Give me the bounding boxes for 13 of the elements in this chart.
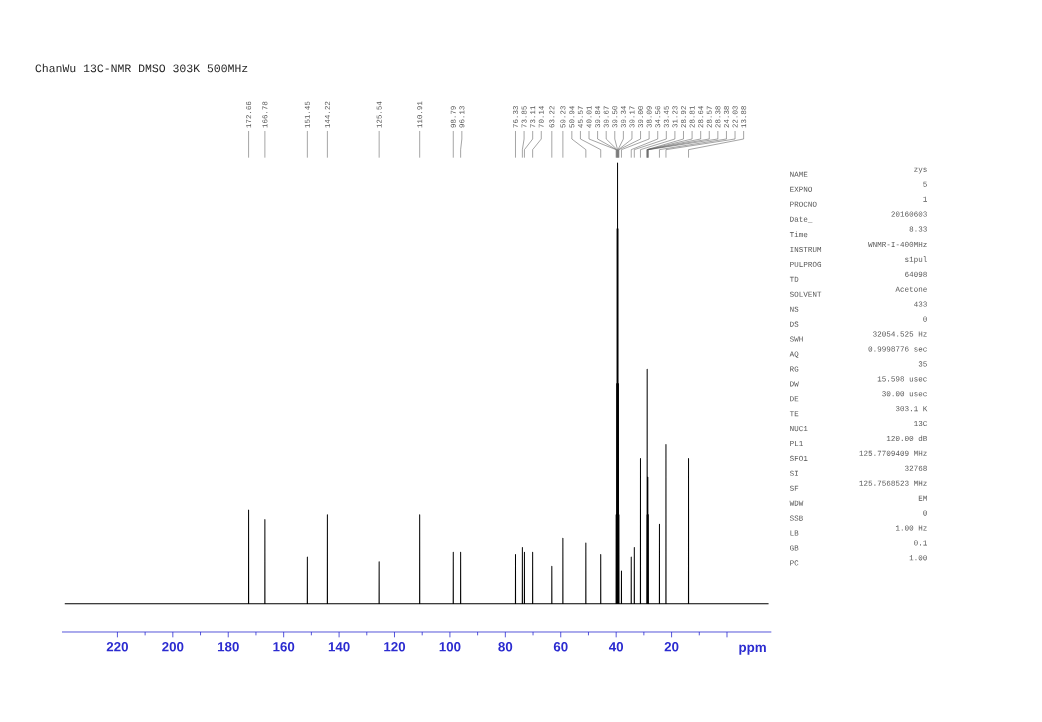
chart-title: ChanWu 13C-NMR DMSO 303K 500MHz	[35, 63, 248, 73]
x-tick-label: 140	[328, 642, 350, 652]
x-tick-label: 160	[273, 642, 295, 652]
x-tick-label: 60	[553, 642, 568, 652]
x-axis-title: ppm	[739, 644, 766, 655]
x-tick-label: 220	[106, 642, 128, 652]
x-tick-label: 80	[498, 642, 513, 652]
x-tick-label: 120	[384, 642, 406, 652]
x-tick-label: 100	[439, 642, 461, 652]
x-tick-label: 20	[664, 642, 679, 652]
x-tick-label: 40	[608, 642, 624, 652]
x-tick-label: 200	[162, 642, 184, 652]
x-tick-label: 180	[217, 642, 239, 652]
